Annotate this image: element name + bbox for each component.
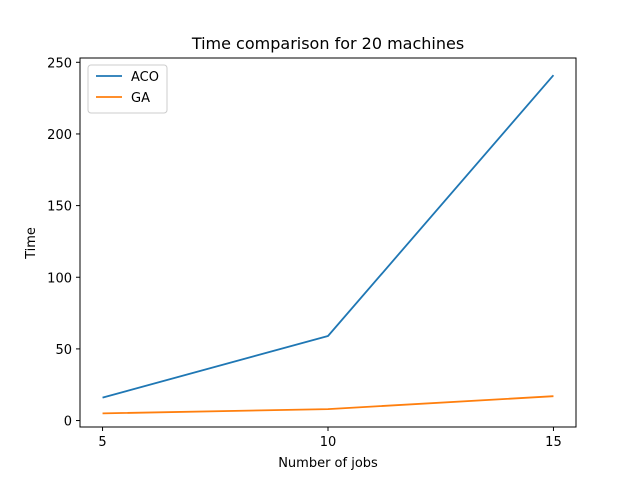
x-tick-label: 10 xyxy=(320,435,337,450)
x-tick-label: 15 xyxy=(545,435,562,450)
x-axis: 5 10 15 xyxy=(98,427,562,450)
legend-label-aco: ACO xyxy=(131,70,159,85)
legend-box xyxy=(87,64,168,114)
chart-title: Time comparison for 20 machines xyxy=(191,34,464,53)
series-line-aco xyxy=(102,74,555,399)
y-tick-label: 0 xyxy=(64,415,72,430)
y-tick-label: 100 xyxy=(47,271,72,286)
x-tick-label: 5 xyxy=(98,435,106,450)
y-axis: 0 50 100 150 200 250 xyxy=(47,56,80,430)
y-tick-label: 50 xyxy=(55,343,72,358)
series-layer xyxy=(102,74,555,415)
y-tick-label: 200 xyxy=(47,128,72,143)
y-axis-label: Time xyxy=(24,227,39,260)
legend: ACO GA xyxy=(87,64,168,114)
y-tick-label: 250 xyxy=(47,56,72,71)
legend-label-ga: GA xyxy=(131,91,150,106)
x-axis-label: Number of jobs xyxy=(278,456,378,471)
series-line-ga xyxy=(102,395,554,415)
y-tick-label: 150 xyxy=(47,200,72,215)
